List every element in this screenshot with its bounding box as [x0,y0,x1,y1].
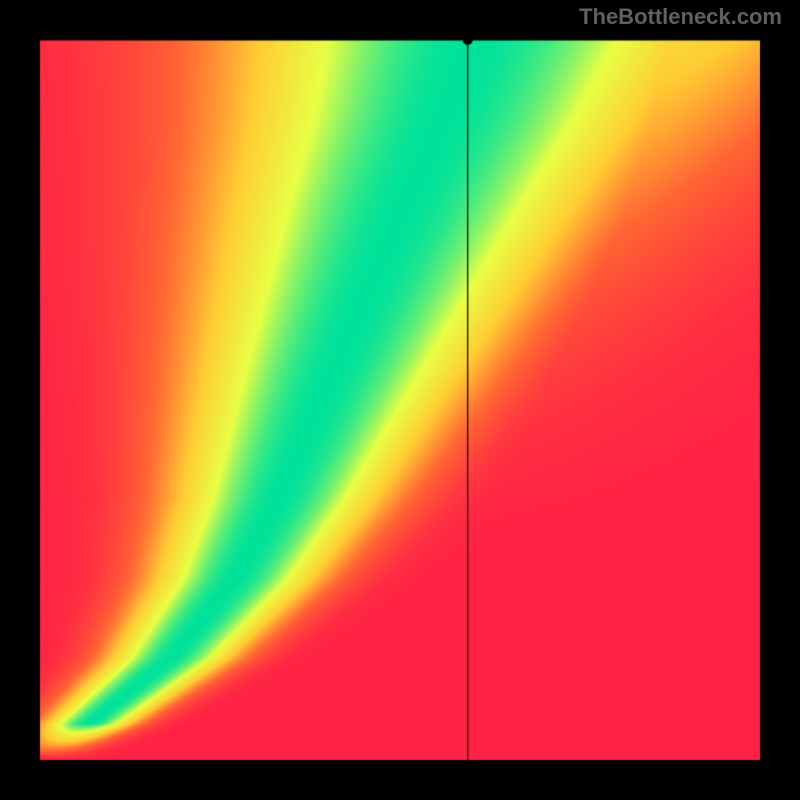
watermark-text: TheBottleneck.com [579,4,782,30]
bottleneck-heatmap [0,0,800,800]
chart-container: TheBottleneck.com [0,0,800,800]
